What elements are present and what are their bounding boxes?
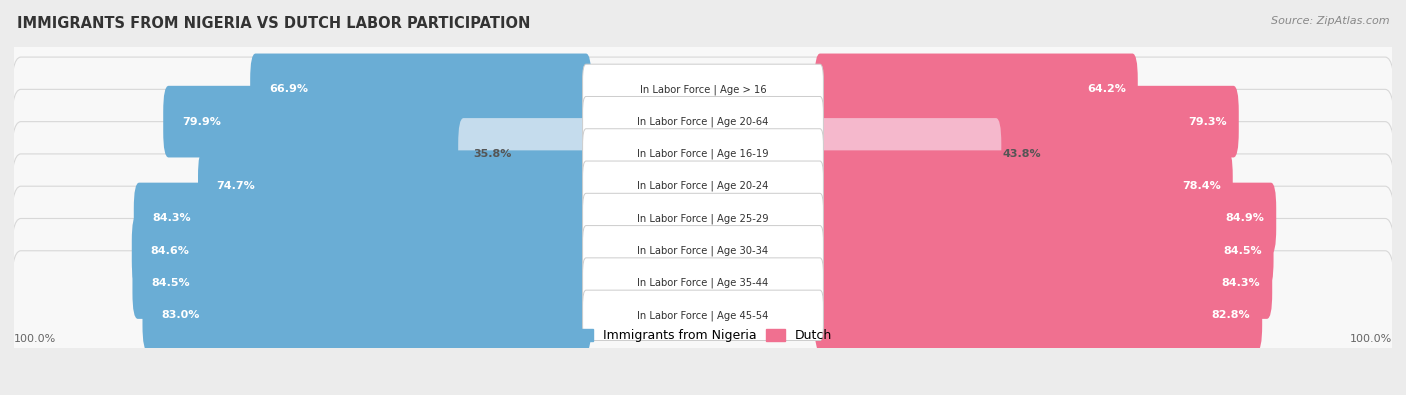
- FancyBboxPatch shape: [582, 258, 824, 308]
- FancyBboxPatch shape: [132, 215, 592, 287]
- FancyBboxPatch shape: [814, 54, 1137, 125]
- Text: 78.4%: 78.4%: [1182, 181, 1220, 191]
- FancyBboxPatch shape: [582, 96, 824, 147]
- FancyBboxPatch shape: [11, 218, 1395, 348]
- Text: 79.9%: 79.9%: [181, 117, 221, 127]
- Text: Source: ZipAtlas.com: Source: ZipAtlas.com: [1271, 16, 1389, 26]
- Text: 79.3%: 79.3%: [1188, 117, 1226, 127]
- Text: 84.6%: 84.6%: [150, 246, 190, 256]
- FancyBboxPatch shape: [11, 89, 1395, 218]
- FancyBboxPatch shape: [582, 64, 824, 115]
- Text: In Labor Force | Age 45-54: In Labor Force | Age 45-54: [637, 310, 769, 321]
- Text: 84.3%: 84.3%: [152, 213, 191, 224]
- FancyBboxPatch shape: [814, 118, 1001, 190]
- Text: 82.8%: 82.8%: [1212, 310, 1250, 320]
- FancyBboxPatch shape: [142, 280, 592, 351]
- Text: 83.0%: 83.0%: [162, 310, 200, 320]
- FancyBboxPatch shape: [11, 25, 1395, 154]
- Text: 35.8%: 35.8%: [474, 149, 512, 159]
- Text: In Labor Force | Age 20-64: In Labor Force | Age 20-64: [637, 117, 769, 127]
- FancyBboxPatch shape: [814, 182, 1277, 254]
- Text: 100.0%: 100.0%: [14, 333, 56, 344]
- Text: 84.9%: 84.9%: [1225, 213, 1264, 224]
- FancyBboxPatch shape: [198, 150, 592, 222]
- FancyBboxPatch shape: [458, 118, 592, 190]
- Text: In Labor Force | Age 30-34: In Labor Force | Age 30-34: [637, 246, 769, 256]
- FancyBboxPatch shape: [132, 247, 592, 319]
- Text: 66.9%: 66.9%: [269, 85, 308, 94]
- Legend: Immigrants from Nigeria, Dutch: Immigrants from Nigeria, Dutch: [569, 324, 837, 347]
- FancyBboxPatch shape: [814, 150, 1233, 222]
- Text: 43.8%: 43.8%: [1002, 149, 1042, 159]
- Text: In Labor Force | Age 20-24: In Labor Force | Age 20-24: [637, 181, 769, 192]
- FancyBboxPatch shape: [582, 193, 824, 244]
- Text: In Labor Force | Age 35-44: In Labor Force | Age 35-44: [637, 278, 769, 288]
- Text: In Labor Force | Age 16-19: In Labor Force | Age 16-19: [637, 149, 769, 159]
- FancyBboxPatch shape: [814, 86, 1239, 158]
- Text: 84.5%: 84.5%: [152, 278, 190, 288]
- FancyBboxPatch shape: [11, 57, 1395, 186]
- FancyBboxPatch shape: [582, 290, 824, 340]
- FancyBboxPatch shape: [582, 226, 824, 276]
- Text: In Labor Force | Age > 16: In Labor Force | Age > 16: [640, 84, 766, 95]
- Text: IMMIGRANTS FROM NIGERIA VS DUTCH LABOR PARTICIPATION: IMMIGRANTS FROM NIGERIA VS DUTCH LABOR P…: [17, 16, 530, 31]
- Text: 84.5%: 84.5%: [1223, 246, 1261, 256]
- Text: 74.7%: 74.7%: [217, 181, 256, 191]
- FancyBboxPatch shape: [582, 161, 824, 211]
- Text: 100.0%: 100.0%: [1350, 333, 1392, 344]
- FancyBboxPatch shape: [814, 247, 1272, 319]
- FancyBboxPatch shape: [11, 251, 1395, 380]
- Text: In Labor Force | Age 25-29: In Labor Force | Age 25-29: [637, 213, 769, 224]
- FancyBboxPatch shape: [134, 182, 592, 254]
- FancyBboxPatch shape: [11, 154, 1395, 283]
- FancyBboxPatch shape: [582, 129, 824, 179]
- FancyBboxPatch shape: [163, 86, 592, 158]
- Text: 84.3%: 84.3%: [1222, 278, 1260, 288]
- FancyBboxPatch shape: [11, 122, 1395, 251]
- FancyBboxPatch shape: [814, 280, 1263, 351]
- FancyBboxPatch shape: [250, 54, 592, 125]
- Text: 64.2%: 64.2%: [1087, 85, 1126, 94]
- FancyBboxPatch shape: [11, 186, 1395, 315]
- FancyBboxPatch shape: [814, 215, 1274, 287]
